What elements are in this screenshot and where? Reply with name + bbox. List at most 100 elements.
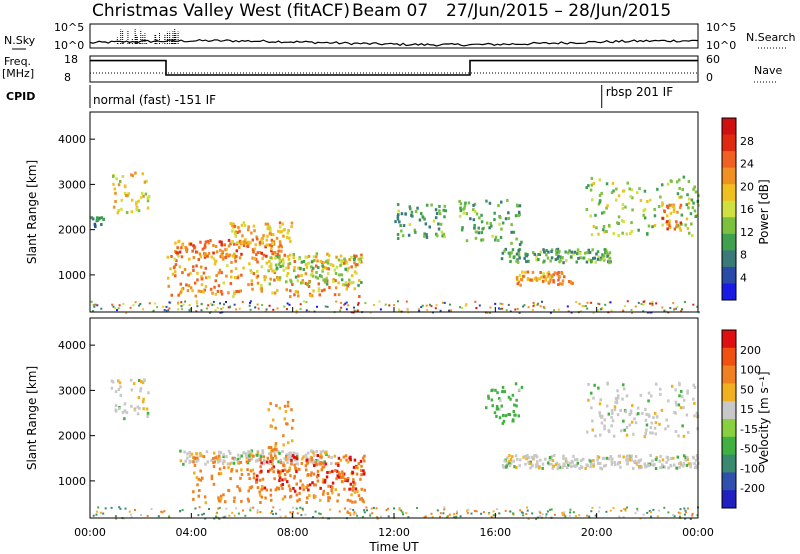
heatmap-cell — [256, 486, 260, 490]
heatmap-cell — [319, 450, 323, 454]
heatmap-cell — [318, 274, 322, 278]
heatmap-cell — [590, 183, 594, 187]
heatmap-cell — [281, 497, 285, 501]
heatmap-cell — [507, 216, 511, 220]
date-range: 27/Jun/2015 – 28/Jun/2015 — [446, 1, 671, 21]
heatmap-cell — [420, 212, 423, 215]
heatmap-cell — [658, 422, 661, 426]
heatmap-cell — [309, 273, 313, 277]
heatmap-cell — [345, 308, 348, 311]
heatmap-cell — [369, 513, 372, 516]
heatmap-cell — [694, 458, 698, 462]
heatmap-cell — [637, 301, 640, 304]
heatmap-cell — [645, 428, 648, 432]
heatmap-cell — [355, 472, 359, 476]
heatmap-cell — [286, 231, 289, 235]
heatmap-cell — [649, 431, 652, 435]
heatmap-cell — [464, 304, 467, 307]
heatmap-cell — [287, 452, 291, 456]
heatmap-cell — [133, 408, 137, 412]
heatmap-cell — [636, 191, 639, 195]
heatmap-cell — [554, 513, 556, 516]
heatmap-cell — [394, 220, 397, 224]
heatmap-cell — [548, 275, 552, 279]
heatmap-cell — [480, 512, 483, 515]
heatmap-cell — [359, 257, 362, 261]
heatmap-cell — [294, 275, 298, 279]
heatmap-cell — [576, 248, 580, 252]
heatmap-cell — [329, 263, 333, 267]
heatmap-cell — [574, 464, 577, 468]
heatmap-cell — [501, 385, 505, 389]
heatmap-cell — [342, 472, 346, 476]
heatmap-cell — [369, 311, 372, 314]
heatmap-cell — [336, 499, 339, 503]
heatmap-cell — [246, 468, 249, 472]
heatmap-cell — [293, 293, 296, 297]
heatmap-cell — [450, 309, 453, 312]
heatmap-cell — [542, 248, 545, 252]
heatmap-cell — [587, 258, 591, 262]
heatmap-cell — [279, 230, 282, 234]
heatmap-cell — [207, 251, 211, 255]
heatmap-cell — [258, 490, 261, 494]
heatmap-cell — [258, 478, 262, 482]
heatmap-cell — [256, 251, 260, 255]
heatmap-cell — [453, 513, 456, 516]
heatmap-cell — [518, 243, 522, 246]
heatmap-cell — [400, 212, 404, 216]
heatmap-cell — [635, 463, 639, 467]
heatmap-cell — [279, 265, 282, 268]
heatmap-cell — [235, 308, 238, 311]
heatmap-cell — [192, 460, 195, 464]
heatmap-cell — [324, 462, 327, 466]
heatmap-cell — [432, 219, 436, 223]
heatmap-cell — [322, 261, 326, 265]
heatmap-cell — [227, 489, 231, 493]
heatmap-cell — [603, 427, 606, 431]
heatmap-cell — [512, 459, 516, 463]
heatmap-cell — [283, 473, 287, 476]
heatmap-cell — [579, 256, 582, 260]
heatmap-cell — [550, 250, 553, 254]
heatmap-cell — [663, 210, 666, 214]
heatmap-cell — [285, 457, 288, 461]
heatmap-cell — [195, 300, 198, 303]
heatmap-cell — [317, 287, 321, 291]
heatmap-cell — [302, 455, 305, 459]
heatmap-cell — [282, 234, 285, 238]
heatmap-cell — [323, 480, 327, 484]
heatmap-cell — [572, 454, 575, 458]
heatmap-cell — [347, 304, 350, 307]
heatmap-cell — [510, 223, 513, 227]
heatmap-cell — [631, 466, 635, 470]
heatmap-cell — [680, 310, 683, 313]
heatmap-cell — [547, 281, 551, 285]
heatmap-cell — [654, 467, 658, 470]
heatmap-cell — [100, 307, 103, 310]
heatmap-cell — [265, 488, 269, 492]
heatmap-cell — [250, 457, 254, 461]
heatmap-cell — [438, 204, 441, 208]
heatmap-cell — [480, 231, 483, 235]
heatmap-cell — [397, 300, 399, 303]
heatmap-cell — [312, 451, 315, 455]
heatmap-cell — [267, 408, 270, 412]
heatmap-cell — [335, 265, 339, 269]
heatmap-cell — [550, 462, 553, 466]
heatmap-cell — [298, 486, 302, 490]
heatmap-cell — [359, 459, 363, 463]
heatmap-cell — [534, 465, 538, 469]
velocity-ylabel: Slant Range [km] — [25, 366, 39, 470]
heatmap-cell — [93, 222, 97, 226]
heatmap-cell — [343, 283, 347, 287]
heatmap-cell — [396, 233, 400, 236]
heatmap-cell — [293, 269, 296, 273]
heatmap-cell — [590, 510, 593, 513]
heatmap-cell — [308, 494, 311, 498]
heatmap-cell — [508, 413, 512, 417]
heatmap-cell — [295, 470, 298, 473]
heatmap-cell — [554, 258, 558, 261]
heatmap-cell — [217, 284, 221, 288]
heatmap-cell — [570, 465, 573, 469]
